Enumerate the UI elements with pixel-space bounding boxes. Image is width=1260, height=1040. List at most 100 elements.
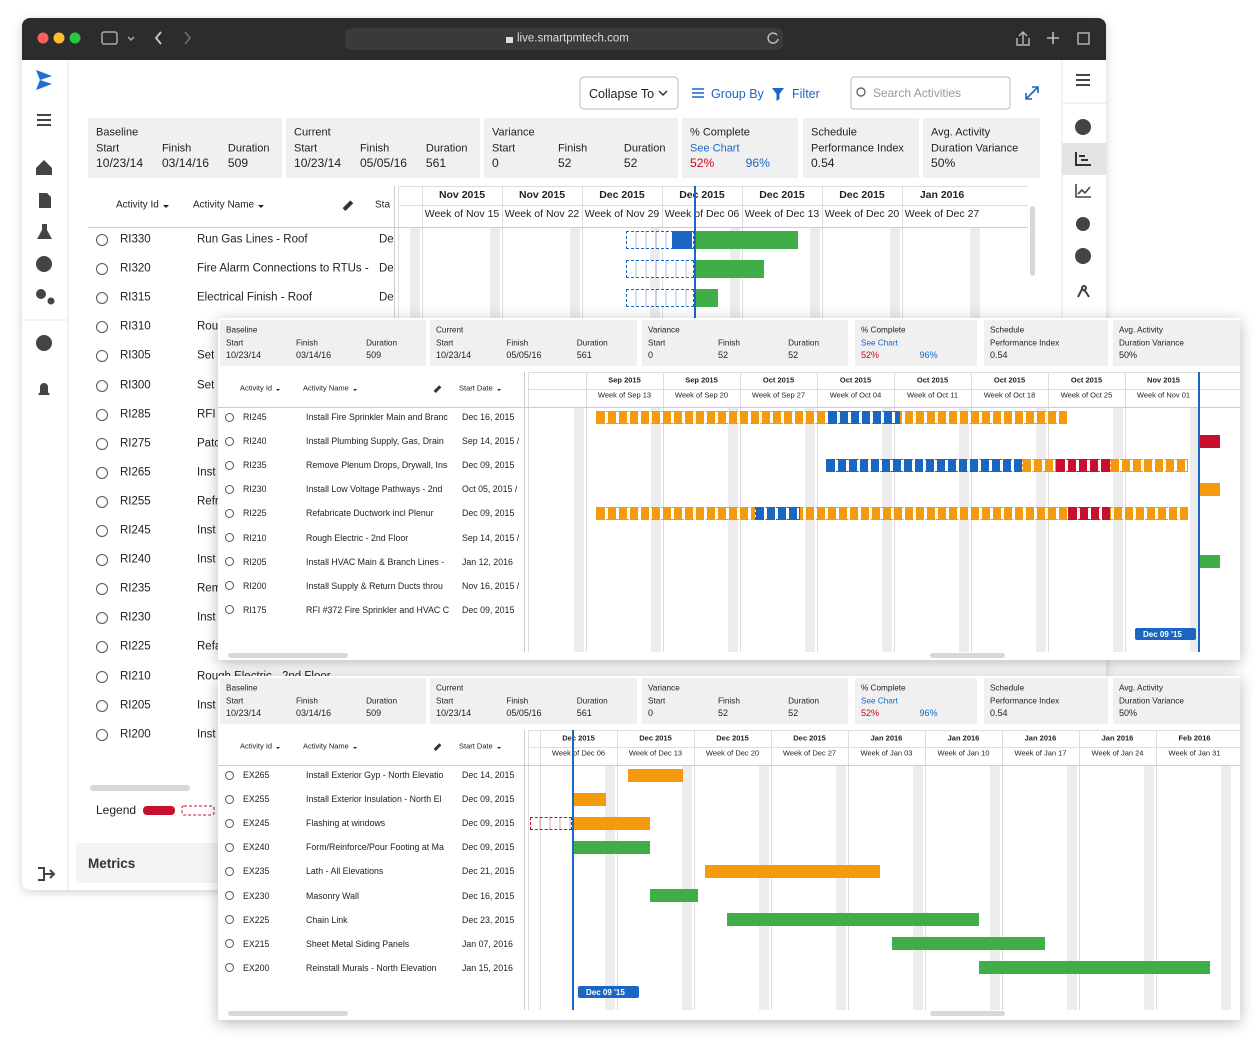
scrollbar[interactable] [930,1011,1005,1016]
gantt-bar[interactable] [574,840,650,854]
column-header[interactable]: Start Date [459,742,493,751]
collapse-icon[interactable] [1025,86,1039,100]
gantt-bar[interactable] [828,410,900,424]
sort-arrow[interactable] [497,389,501,391]
row-radio[interactable] [96,612,108,625]
forward-button[interactable] [184,31,192,45]
column-header[interactable]: Activity Name [303,384,349,393]
filter-icon[interactable] [772,88,784,101]
gantt-bar[interactable] [672,231,692,249]
profile-icon[interactable] [36,335,52,351]
group-icon[interactable] [692,88,704,98]
see-chart-link[interactable]: See Chart [690,142,740,155]
sort-arrow[interactable] [353,389,357,391]
gantt-bar[interactable] [694,260,764,279]
row-radio[interactable] [96,437,108,450]
row-radio[interactable] [96,583,108,596]
gantt-bar[interactable] [1200,555,1220,569]
row-radio[interactable] [224,866,234,876]
gear-icon[interactable] [1076,217,1090,231]
gantt-bar[interactable] [628,768,683,782]
address-bar[interactable] [345,28,783,50]
sort-arrow[interactable] [163,205,169,208]
row-radio[interactable] [224,484,234,494]
back-button[interactable] [154,31,162,45]
row-radio[interactable] [96,408,108,421]
notifications-icon[interactable] [38,383,50,395]
row-radio[interactable] [96,321,108,334]
alert-icon[interactable] [1075,248,1091,264]
row-radio[interactable] [96,670,108,683]
dashboard-icon[interactable] [1075,119,1091,135]
collapse-dropdown[interactable] [579,76,679,110]
sort-arrow[interactable] [258,205,264,208]
minimize-button[interactable] [53,32,65,44]
scrollbar[interactable] [228,1011,348,1016]
see-chart-link[interactable]: See Chart [861,338,898,348]
tabs-button[interactable] [1077,32,1090,45]
row-radio[interactable] [224,436,234,446]
reload-button[interactable] [767,32,779,44]
gantt-bar[interactable] [1200,482,1220,496]
share-button[interactable] [1016,31,1030,46]
row-radio[interactable] [96,495,108,508]
scrollbar[interactable] [90,785,190,791]
row-radio[interactable] [224,915,234,925]
row-radio[interactable] [224,605,234,615]
search-placeholder[interactable]: Search Activities [873,87,962,101]
row-radio[interactable] [224,770,234,780]
menu-icon[interactable] [1076,74,1090,86]
gantt-bar[interactable] [979,961,1210,975]
scrollbar[interactable] [930,653,1005,658]
search-box[interactable] [850,76,1011,110]
lab-icon[interactable] [37,224,52,239]
row-radio[interactable] [224,891,234,900]
new-tab-button[interactable] [1047,32,1059,44]
column-header[interactable]: Sta [375,199,391,211]
row-radio[interactable] [96,699,108,712]
help-icon[interactable] [36,256,52,272]
gantt-bar[interactable] [1068,506,1110,520]
gantt-bar[interactable] [650,889,698,902]
row-radio[interactable] [224,460,234,470]
scrollbar[interactable] [228,653,348,658]
column-header[interactable]: Activity Name [303,742,349,751]
row-radio[interactable] [96,728,108,741]
gantt-bar[interactable] [574,816,650,830]
see-chart-link[interactable]: See Chart [861,696,898,706]
row-radio[interactable] [96,350,108,363]
row-radio[interactable] [224,581,234,591]
collapse-label[interactable]: Collapse To [589,86,655,101]
gantt-bar[interactable] [1056,458,1110,472]
column-header[interactable]: Activity Id [116,199,159,211]
gantt-bar[interactable] [1200,434,1220,448]
row-radio[interactable] [224,963,234,973]
column-header[interactable]: Activity Name [193,199,255,211]
gantt-bar[interactable] [694,289,718,308]
gantt-bar[interactable] [1110,458,1188,472]
row-radio[interactable] [96,379,108,392]
gantt-bar[interactable] [530,816,572,830]
row-radio[interactable] [96,641,108,654]
sidebar-toggle[interactable] [101,31,118,45]
column-header[interactable]: Activity Id [240,384,273,393]
scrollbar[interactable] [1030,206,1035,276]
row-radio[interactable] [224,412,234,422]
gantt-bar[interactable] [892,937,1045,951]
row-radio[interactable] [224,794,234,804]
filter[interactable]: Filter [792,86,820,101]
logo[interactable] [36,70,52,90]
gantt-bar[interactable] [626,289,694,308]
gantt-bar[interactable] [694,231,798,249]
sort-arrow[interactable] [276,389,280,391]
gantt-bar[interactable] [826,458,1022,472]
home-icon[interactable] [36,160,52,175]
zoom-button[interactable] [69,32,81,44]
gantt-bar[interactable] [626,260,694,279]
gantt-bar[interactable] [727,913,979,927]
gantt-bar[interactable] [705,864,880,878]
sort-arrow[interactable] [353,747,357,749]
settings-icon[interactable] [36,289,46,299]
group-by[interactable]: Group By [711,86,764,101]
row-radio[interactable] [224,842,234,852]
